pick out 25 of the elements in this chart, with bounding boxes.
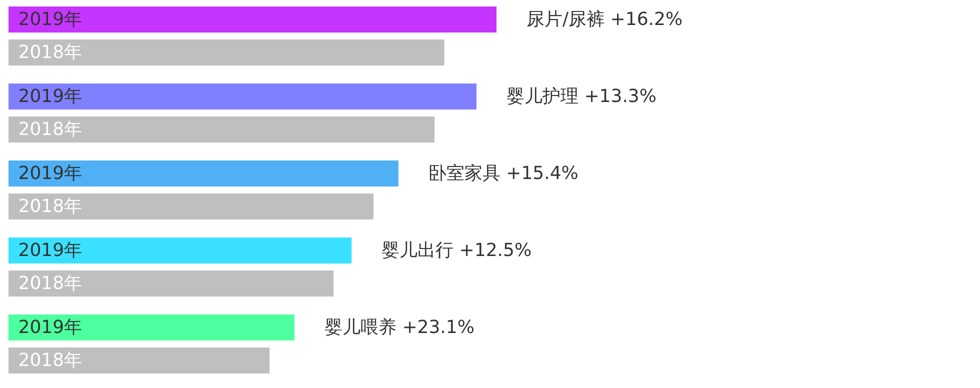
- bar: [8, 160, 398, 186]
- text: 2018年: [18, 119, 82, 140]
- series-label: 2019年: [18, 9, 82, 30]
- text: 2018年: [18, 350, 82, 371]
- category-label: 婴儿出行 +12.5%: [382, 240, 532, 261]
- text: 2019年: [18, 317, 82, 338]
- bar: [8, 6, 496, 32]
- category-label: 卧室家具 +15.4%: [428, 163, 578, 184]
- bar: [8, 116, 435, 142]
- bar: [8, 238, 352, 264]
- text: 2018年: [18, 196, 82, 217]
- text: 2019年: [18, 86, 82, 107]
- category-label: 尿片/尿裤 +16.2%: [526, 9, 683, 30]
- bar: [8, 84, 476, 110]
- bar: [8, 314, 294, 340]
- category-label: 婴儿护理 +13.3%: [506, 86, 656, 107]
- bar: [8, 194, 374, 220]
- text: 2018年: [18, 273, 82, 294]
- bar: [8, 40, 444, 66]
- series-label: 2018年: [18, 42, 82, 63]
- text: 2019年: [18, 240, 82, 261]
- text: 2019年: [18, 163, 82, 184]
- bar: [8, 348, 270, 374]
- category-label: 婴儿喂养 +23.1%: [324, 317, 474, 338]
- bar: [8, 270, 334, 296]
